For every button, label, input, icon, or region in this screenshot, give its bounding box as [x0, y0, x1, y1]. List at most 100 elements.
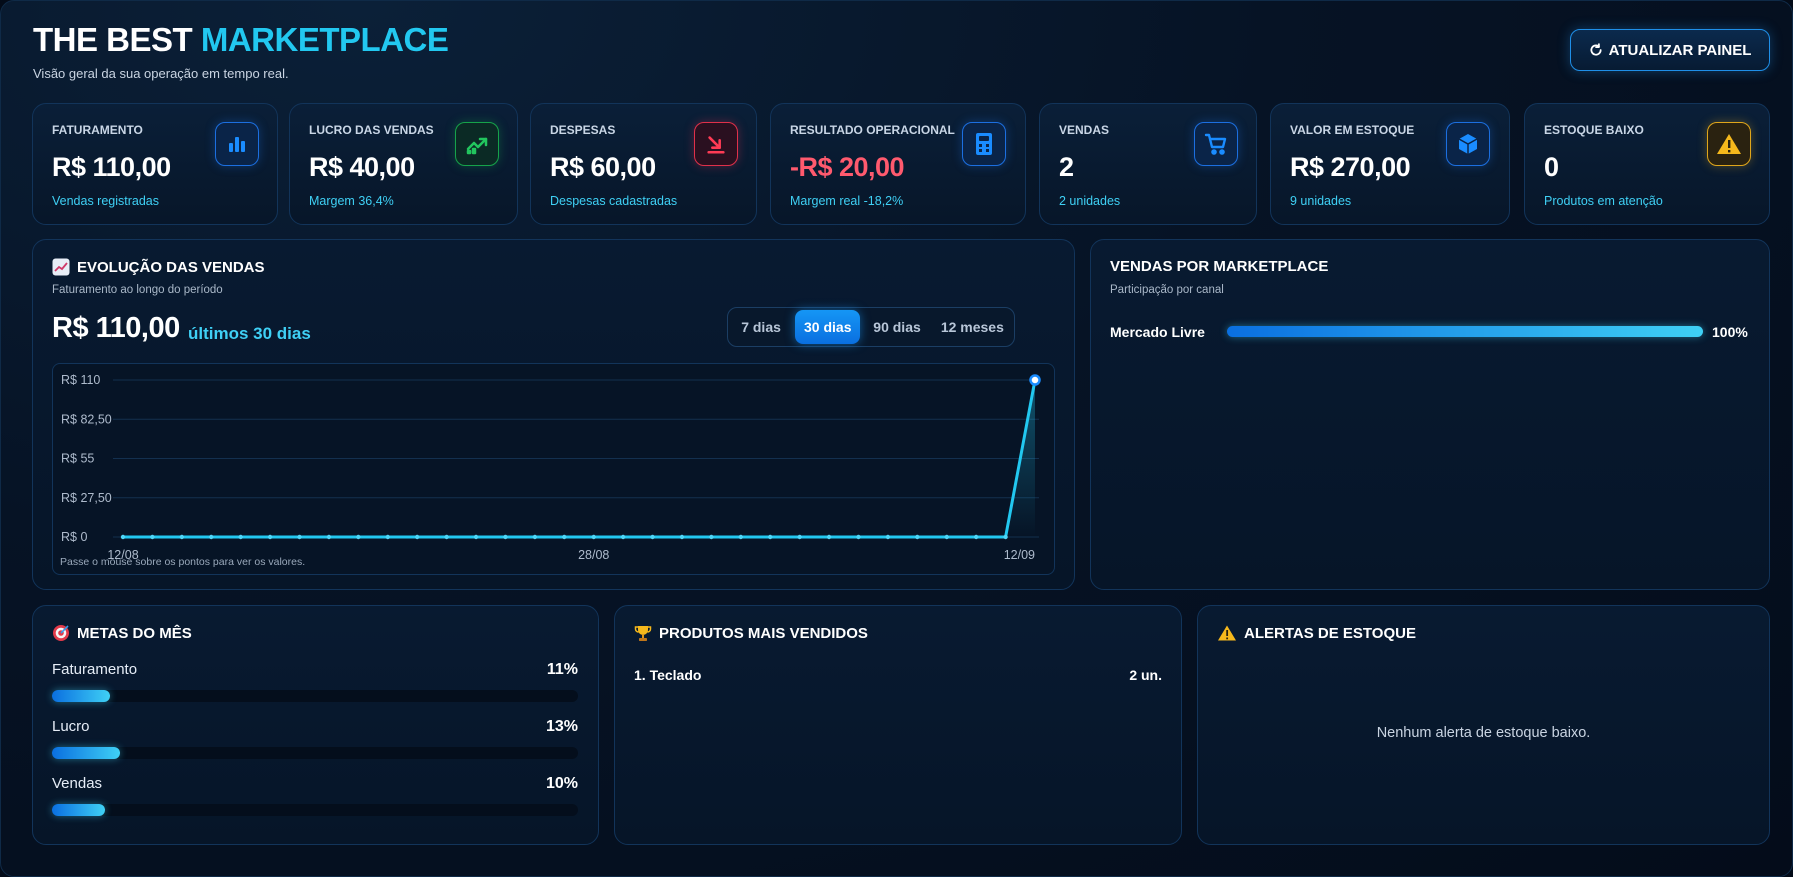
period-selector: 7 dias 30 dias 90 dias 12 meses: [727, 307, 1015, 347]
cart-icon: [1194, 122, 1238, 166]
kpi-value: 2: [1059, 152, 1074, 182]
target-icon: [53, 625, 69, 641]
kpi-sub: Produtos em atenção: [1544, 194, 1663, 208]
kpi-card-despesas: DESPESAS R$ 60,00 Despesas cadastradas: [530, 103, 757, 225]
warning-icon: [1218, 625, 1236, 641]
series-line: [123, 379, 1037, 539]
data-point: [150, 534, 155, 540]
period-30-dias-button[interactable]: 30 dias: [795, 310, 861, 344]
kpi-card-vendas: VENDAS 2 2 unidades: [1039, 103, 1257, 225]
marketplace-name: Mercado Livre: [1110, 324, 1205, 340]
kpi-card-estoque-baixo: ESTOQUE BAIXO 0 Produtos em atenção: [1524, 103, 1770, 225]
data-point: [267, 534, 273, 540]
data-point: [797, 534, 802, 540]
marketplace-bar-fill: [1227, 326, 1703, 337]
y-tick-label: R$ 110: [61, 373, 100, 387]
panel-title-text: ALERTAS DE ESTOQUE: [1244, 624, 1416, 642]
kpi-sub: Margem 36,4%: [309, 194, 394, 208]
data-point: [356, 534, 361, 540]
page-subtitle: Visão geral da sua operação em tempo rea…: [33, 66, 289, 81]
refresh-label: ATUALIZAR PAINEL: [1608, 41, 1752, 59]
goal-row-lucro: Lucro 13%: [52, 718, 578, 759]
kpi-sub: Despesas cadastradas: [550, 194, 678, 208]
panel-title-text: PRODUTOS MAIS VENDIDOS: [659, 624, 868, 642]
goals-panel: METAS DO MÊS Faturamento 11% Lucro 13% V…: [32, 605, 599, 845]
kpi-label: DESPESAS: [550, 123, 616, 137]
data-point: [944, 534, 949, 540]
kpi-sub: Vendas registradas: [52, 194, 160, 208]
period-12-meses-button[interactable]: 12 meses: [940, 319, 1004, 335]
kpi-sub: 9 unidades: [1290, 194, 1352, 208]
data-point: [562, 534, 567, 540]
x-tick-label: 28/08: [578, 548, 609, 562]
data-point: [326, 534, 332, 540]
period-90-dias-button[interactable]: 90 dias: [873, 319, 921, 335]
panel-title: ALERTAS DE ESTOQUE: [1217, 624, 1416, 642]
data-point: [738, 534, 744, 540]
data-point: [414, 534, 420, 540]
goal-label: Lucro: [52, 718, 90, 735]
data-point: [444, 534, 449, 540]
data-point: [620, 534, 626, 540]
panel-title-text: METAS DO MÊS: [77, 624, 192, 642]
data-point: [650, 534, 655, 540]
refresh-icon: [1590, 43, 1602, 56]
kpi-sub: 2 unidades: [1059, 194, 1121, 208]
data-point: [532, 534, 538, 540]
kpi-sub: Margem real -18,2%: [790, 194, 904, 208]
kpi-card-faturamento: FATURAMENTO R$ 110,00 Vendas registradas: [32, 103, 278, 225]
y-tick-label: R$ 0: [61, 530, 87, 544]
data-point: [179, 534, 185, 540]
kpi-label: FATURAMENTO: [52, 123, 143, 137]
y-tick-label: R$ 27,50: [61, 491, 112, 505]
marketplace-pct: 100%: [1712, 324, 1748, 340]
trending-up-icon: [455, 122, 499, 166]
kpi-card-valor-estoque: VALOR EM ESTOQUE R$ 270,00 9 unidades: [1270, 103, 1510, 225]
data-point: [915, 534, 920, 540]
data-point: [120, 534, 126, 540]
kpi-card-resultado: RESULTADO OPERACIONAL -R$ 20,00 Margem r…: [770, 103, 1026, 225]
top-products-panel: PRODUTOS MAIS VENDIDOS 1. Teclado 2 un.: [614, 605, 1182, 845]
title-main: THE BEST: [33, 21, 193, 58]
data-point: [473, 534, 479, 540]
period-7-dias-button[interactable]: 7 dias: [741, 319, 781, 335]
refresh-dashboard-button[interactable]: ATUALIZAR PAINEL: [1570, 29, 1770, 71]
goal-row-vendas: Vendas 10%: [52, 775, 578, 816]
page-title: THE BEST MARKETPLACE: [33, 21, 449, 59]
kpi-value: -R$ 20,00: [790, 152, 905, 182]
goal-progress-bar: [52, 804, 578, 816]
data-point: [768, 534, 773, 540]
data-point: [709, 534, 714, 540]
data-point: [679, 534, 685, 540]
goal-progress-bar: [52, 747, 578, 759]
title-accent: MARKETPLACE: [200, 21, 449, 58]
data-point: [503, 534, 508, 540]
x-tick-label: 12/09: [1004, 548, 1035, 562]
data-point: [885, 534, 891, 540]
goal-label: Faturamento: [52, 661, 138, 678]
box-icon: [1446, 122, 1490, 166]
goal-pct: 10%: [545, 775, 578, 792]
kpi-label: VENDAS: [1059, 123, 1110, 137]
panel-subtitle: Faturamento ao longo do período: [52, 284, 223, 296]
chart-hint: Passe o mouse sobre os pontos para ver o…: [60, 556, 306, 568]
goal-progress-fill: [52, 804, 105, 816]
panel-title: METAS DO MÊS: [52, 624, 192, 642]
top-product-name: 1. Teclado: [634, 667, 702, 683]
data-point: [385, 534, 390, 540]
sales-chart: R$ 0 R$ 27,50 R$ 55 R$ 82,50 R$ 110 12/08 28/0…: [52, 363, 1055, 575]
data-point: [1029, 374, 1041, 386]
data-point: [238, 534, 243, 540]
stock-alerts-empty: Nenhum alerta de estoque baixo.: [1376, 725, 1591, 741]
panel-title: EVOLUÇÃO DAS VENDAS: [52, 258, 265, 276]
goal-progress-bar: [52, 690, 578, 702]
data-point: [856, 534, 861, 540]
data-point: [1003, 534, 1008, 540]
trophy-icon: [634, 626, 652, 641]
goal-progress-fill: [52, 747, 121, 759]
calculator-icon: [962, 122, 1006, 166]
goal-progress-fill: [52, 690, 110, 702]
period-label: últimos 30 dias: [188, 324, 311, 343]
data-point: [973, 534, 979, 540]
kpi-label: RESULTADO OPERACIONAL: [790, 123, 955, 137]
